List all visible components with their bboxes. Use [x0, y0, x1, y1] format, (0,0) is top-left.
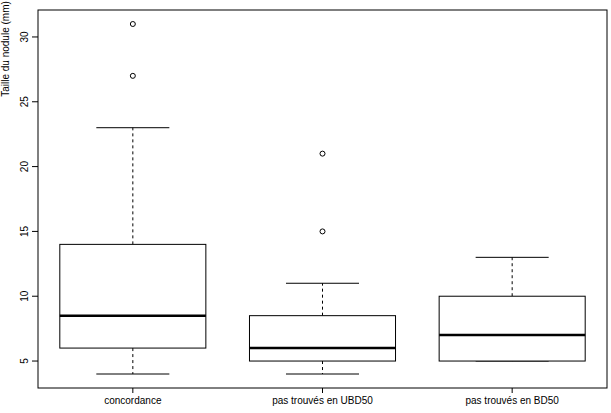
y-tick-label: 15	[19, 225, 30, 237]
min-cap	[286, 374, 359, 375]
median	[60, 314, 206, 317]
chart: 5 10 15 20 25 30 Taille du nodule (mm) concorda…	[0, 0, 611, 413]
outlier	[320, 151, 325, 156]
plot-frame	[38, 10, 607, 388]
outlier	[130, 22, 135, 27]
upper-whisker	[132, 128, 133, 245]
chart-root: 5 10 15 20 25 30 Taille du nodule (mm) concorda…	[0, 0, 611, 413]
median	[439, 334, 585, 337]
x-tick-label: pas trouvés en UBD50	[272, 395, 373, 406]
lower-whisker	[322, 361, 323, 374]
x-tick-label: pas trouvés en BD50	[465, 395, 559, 406]
y-tick-label: 30	[19, 31, 30, 43]
y-tick-label: 25	[19, 96, 30, 108]
y-tick	[32, 101, 38, 102]
box	[60, 244, 206, 348]
max-cap	[476, 257, 549, 258]
x-tick-label: concordance	[104, 395, 162, 406]
y-tick	[32, 36, 38, 37]
boxes	[60, 22, 585, 375]
upper-whisker	[512, 257, 513, 296]
max-cap	[286, 283, 359, 284]
x-tick	[132, 388, 133, 393]
box	[249, 316, 395, 361]
y-axis-label: Taille du nodule (mm)	[0, 1, 11, 97]
min-cap	[96, 374, 169, 375]
lower-whisker	[132, 348, 133, 374]
box	[439, 296, 585, 361]
x-tick	[512, 388, 513, 393]
x-tick	[322, 388, 323, 393]
y-tick	[32, 166, 38, 167]
y-tick-label: 20	[19, 161, 30, 173]
y-tick-label: 5	[19, 358, 30, 364]
outlier	[130, 73, 135, 78]
y-tick	[32, 361, 38, 362]
upper-whisker	[322, 283, 323, 315]
y-tick	[32, 296, 38, 297]
y-tick-label: 10	[19, 290, 30, 302]
max-cap	[96, 127, 169, 128]
y-tick	[32, 231, 38, 232]
median	[249, 347, 395, 350]
outlier	[320, 229, 325, 234]
